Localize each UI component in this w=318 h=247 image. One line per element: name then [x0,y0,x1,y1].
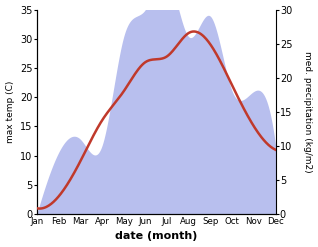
Y-axis label: max temp (C): max temp (C) [5,81,15,143]
X-axis label: date (month): date (month) [115,231,197,242]
Y-axis label: med. precipitation (kg/m2): med. precipitation (kg/m2) [303,51,313,173]
